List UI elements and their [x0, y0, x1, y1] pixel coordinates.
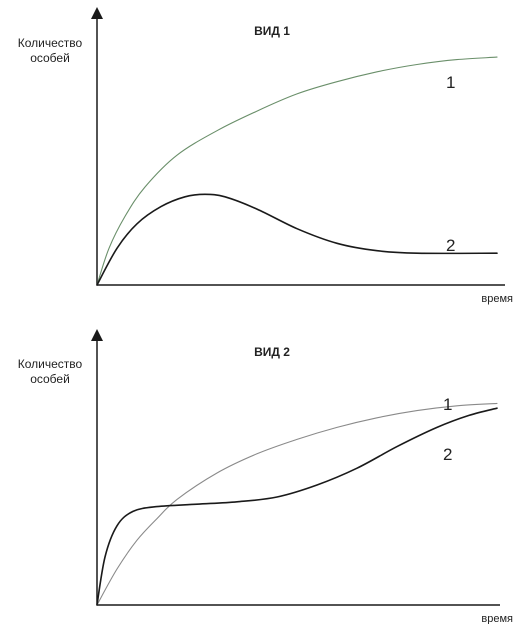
chart-2-series-1-line	[96, 402, 498, 606]
chart-1-series-2-label: 2	[446, 236, 455, 255]
chart-2-ylabel-line1: Количество	[18, 357, 83, 371]
chart-1-ylabel-line1: Количество	[18, 36, 83, 50]
chart-1-series-1-label: 1	[446, 73, 455, 92]
chart-1-title: ВИД 1	[254, 24, 290, 38]
chart-2-series-1-label: 1	[443, 395, 452, 414]
chart-2-series-2-label: 2	[443, 445, 452, 464]
chart-2-ylabel-line2: особей	[30, 372, 70, 386]
chart-2: ВИД 2 Количество особей время 1 2	[18, 329, 513, 624]
chart-1-xlabel: время	[481, 293, 513, 305]
chart-2-xlabel: время	[481, 613, 513, 624]
chart-1-series-2-line	[96, 193, 498, 286]
chart-1-series-1-line	[96, 56, 498, 286]
chart-1-ylabel-line2: особей	[30, 51, 70, 65]
chart-1: ВИД 1 Количество особей время 1 2	[18, 7, 513, 305]
chart-2-series-2-line	[96, 407, 498, 606]
chart-2-title: ВИД 2	[254, 345, 290, 359]
